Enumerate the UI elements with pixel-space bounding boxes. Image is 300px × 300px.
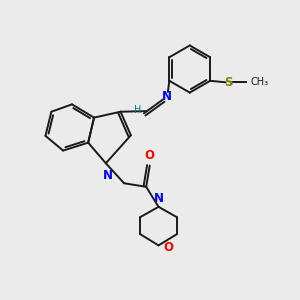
Text: H: H — [134, 105, 141, 115]
Text: CH₃: CH₃ — [250, 77, 268, 87]
Text: N: N — [154, 192, 164, 206]
Text: S: S — [224, 76, 233, 89]
Text: O: O — [164, 241, 174, 254]
Text: O: O — [145, 149, 155, 162]
Text: N: N — [103, 169, 113, 182]
Text: N: N — [161, 91, 171, 103]
